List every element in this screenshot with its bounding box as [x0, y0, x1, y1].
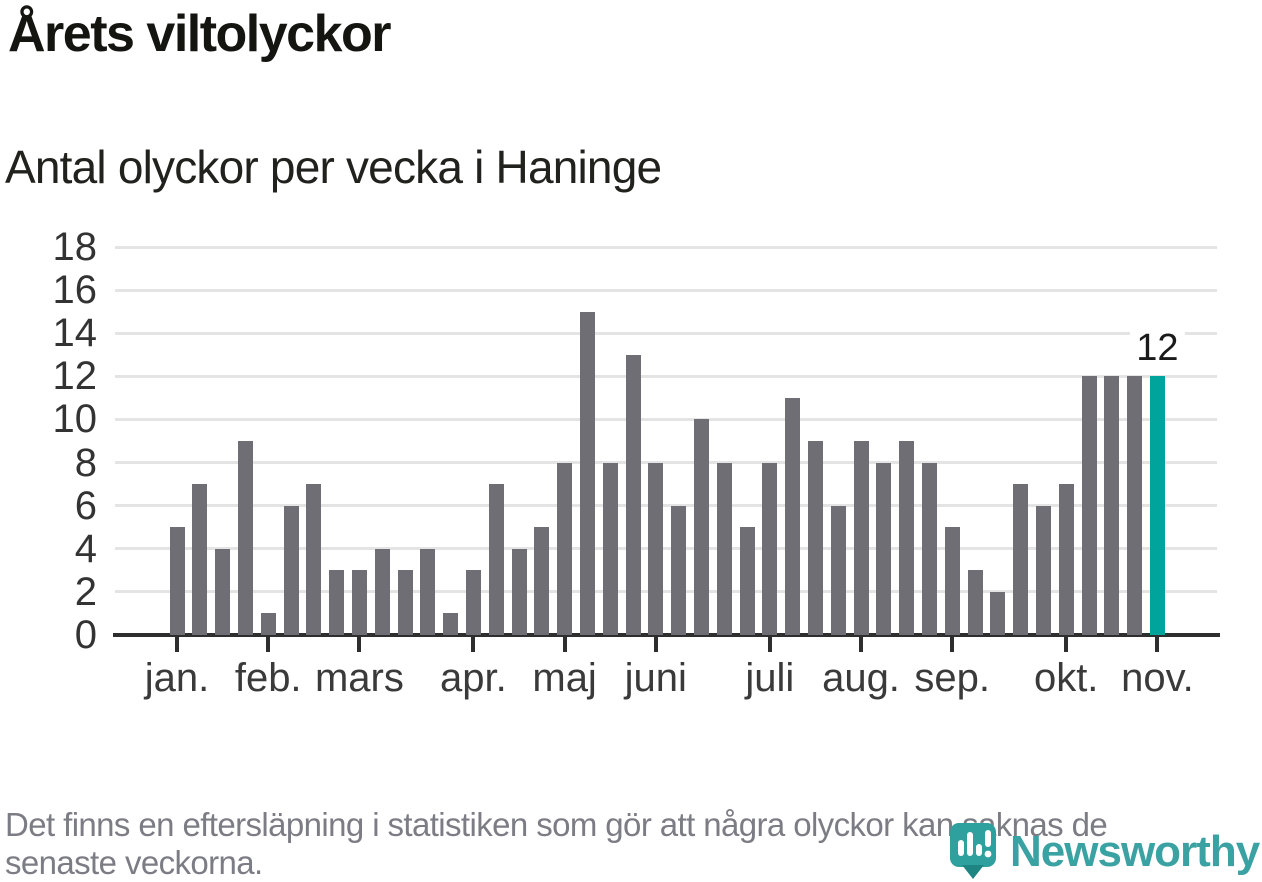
month-tick-sep — [950, 637, 955, 652]
month-label-juli: juli — [745, 656, 795, 700]
gridline-y-12 — [115, 374, 1217, 378]
bar-week-16 — [511, 548, 527, 635]
month-label-apr: apr. — [440, 656, 507, 700]
month-label-mars: mars — [314, 656, 404, 700]
bar-week-17 — [534, 527, 550, 635]
bar-week-26 — [739, 527, 755, 635]
bar-week-7 — [306, 484, 322, 635]
bar-week-25 — [716, 462, 732, 635]
bar-week-43 — [1127, 376, 1143, 635]
footnote-line-1: Det finns en eftersläpning i statistiken… — [5, 806, 1108, 843]
gridline-y-2 — [115, 590, 1217, 594]
month-tick-okt — [1064, 637, 1069, 652]
y-axis-label-16: 16 — [52, 268, 98, 313]
bar-week-3 — [215, 548, 231, 635]
bar-week-35 — [944, 527, 960, 635]
bar-week-12 — [420, 548, 436, 635]
month-tick-nov — [1155, 637, 1160, 652]
month-label-sep: sep. — [914, 656, 990, 700]
bar-week-32 — [876, 462, 892, 635]
month-tick-maj — [562, 637, 567, 652]
y-axis-label-12: 12 — [52, 354, 98, 399]
month-label-nov: nov. — [1121, 656, 1194, 700]
month-label-juni: juni — [624, 656, 687, 700]
bar-week-2 — [192, 484, 208, 635]
gridline-y-6 — [115, 504, 1217, 508]
month-label-okt: okt. — [1033, 656, 1099, 700]
bar-week-33 — [899, 441, 915, 635]
bar-week-27 — [762, 462, 778, 635]
bar-week-8 — [329, 570, 345, 635]
gridline-y-10 — [115, 417, 1217, 421]
y-axis-label-6: 6 — [74, 483, 97, 528]
bar-week-1 — [169, 527, 185, 635]
month-tick-feb — [266, 637, 271, 652]
x-axis-line — [113, 633, 1220, 637]
y-axis-label-14: 14 — [52, 311, 98, 356]
bar-week-6 — [283, 505, 299, 635]
bar-week-15 — [488, 484, 504, 635]
gridline-y-18 — [115, 245, 1217, 249]
bar-week-20 — [602, 462, 618, 635]
y-axis-label-0: 0 — [74, 613, 97, 657]
newsworthy-wordmark: Newsworthy — [1010, 827, 1260, 876]
bar-week-34 — [921, 462, 937, 635]
bar-week-38 — [1013, 484, 1029, 635]
bar-week-31 — [853, 441, 869, 635]
chart-title: Årets viltolyckor — [8, 5, 392, 63]
bar-week-18 — [557, 462, 573, 635]
y-axis-label-10: 10 — [52, 397, 98, 442]
bar-week-42 — [1104, 376, 1120, 635]
bar-week-19 — [579, 311, 595, 635]
bar-week-14 — [465, 570, 481, 635]
bar-week-11 — [397, 570, 413, 635]
bar-week-4 — [237, 441, 253, 635]
month-tick-apr — [471, 637, 476, 652]
month-label-aug: aug. — [822, 656, 900, 700]
bar-week-37 — [990, 591, 1006, 635]
gridline-y-8 — [115, 461, 1217, 465]
bar-week-40 — [1058, 484, 1074, 635]
last-bar-value-label: 12 — [1130, 326, 1185, 371]
month-label-maj: maj — [532, 656, 597, 700]
bar-week-30 — [830, 505, 846, 635]
month-tick-juli — [767, 637, 772, 652]
footnote: Det finns en eftersläpning i statistiken… — [5, 806, 1262, 882]
month-label-jan: jan. — [144, 656, 210, 700]
month-tick-jan — [175, 637, 179, 652]
bar-week-24 — [693, 419, 709, 635]
bar-week-28 — [785, 397, 801, 635]
newsworthy-logo: Newsworthy — [948, 821, 1260, 879]
gridline-y-4 — [115, 547, 1217, 551]
y-axis-label-18: 18 — [52, 225, 98, 269]
footnote-line-2: senaste veckorna. — [5, 844, 263, 881]
bar-week-22 — [648, 462, 664, 635]
bar-week-29 — [807, 441, 823, 635]
gridline-y-16 — [115, 288, 1217, 292]
gridline-y-14 — [115, 331, 1217, 335]
bar-week-41 — [1081, 376, 1097, 635]
bar-week-39 — [1035, 505, 1051, 635]
bar-week-21 — [625, 354, 641, 635]
newsworthy-icon — [950, 823, 996, 879]
bar-week-5 — [260, 613, 276, 635]
y-axis-label-8: 8 — [74, 440, 97, 485]
bar-week-23 — [671, 505, 687, 635]
month-tick-aug — [859, 637, 863, 652]
bar-week-13 — [443, 613, 459, 635]
y-axis-label-2: 2 — [74, 569, 97, 614]
chart-subtitle: Antal olyckor per vecka i Haninge — [5, 141, 662, 193]
bar-week-44 — [1149, 376, 1165, 635]
month-label-feb: feb. — [234, 656, 302, 700]
bar-week-10 — [374, 548, 390, 635]
month-tick-juni — [653, 637, 658, 652]
bar-week-9 — [351, 570, 367, 635]
month-tick-mars — [357, 637, 362, 652]
bar-week-36 — [967, 570, 983, 635]
y-axis-label-4: 4 — [74, 526, 97, 571]
